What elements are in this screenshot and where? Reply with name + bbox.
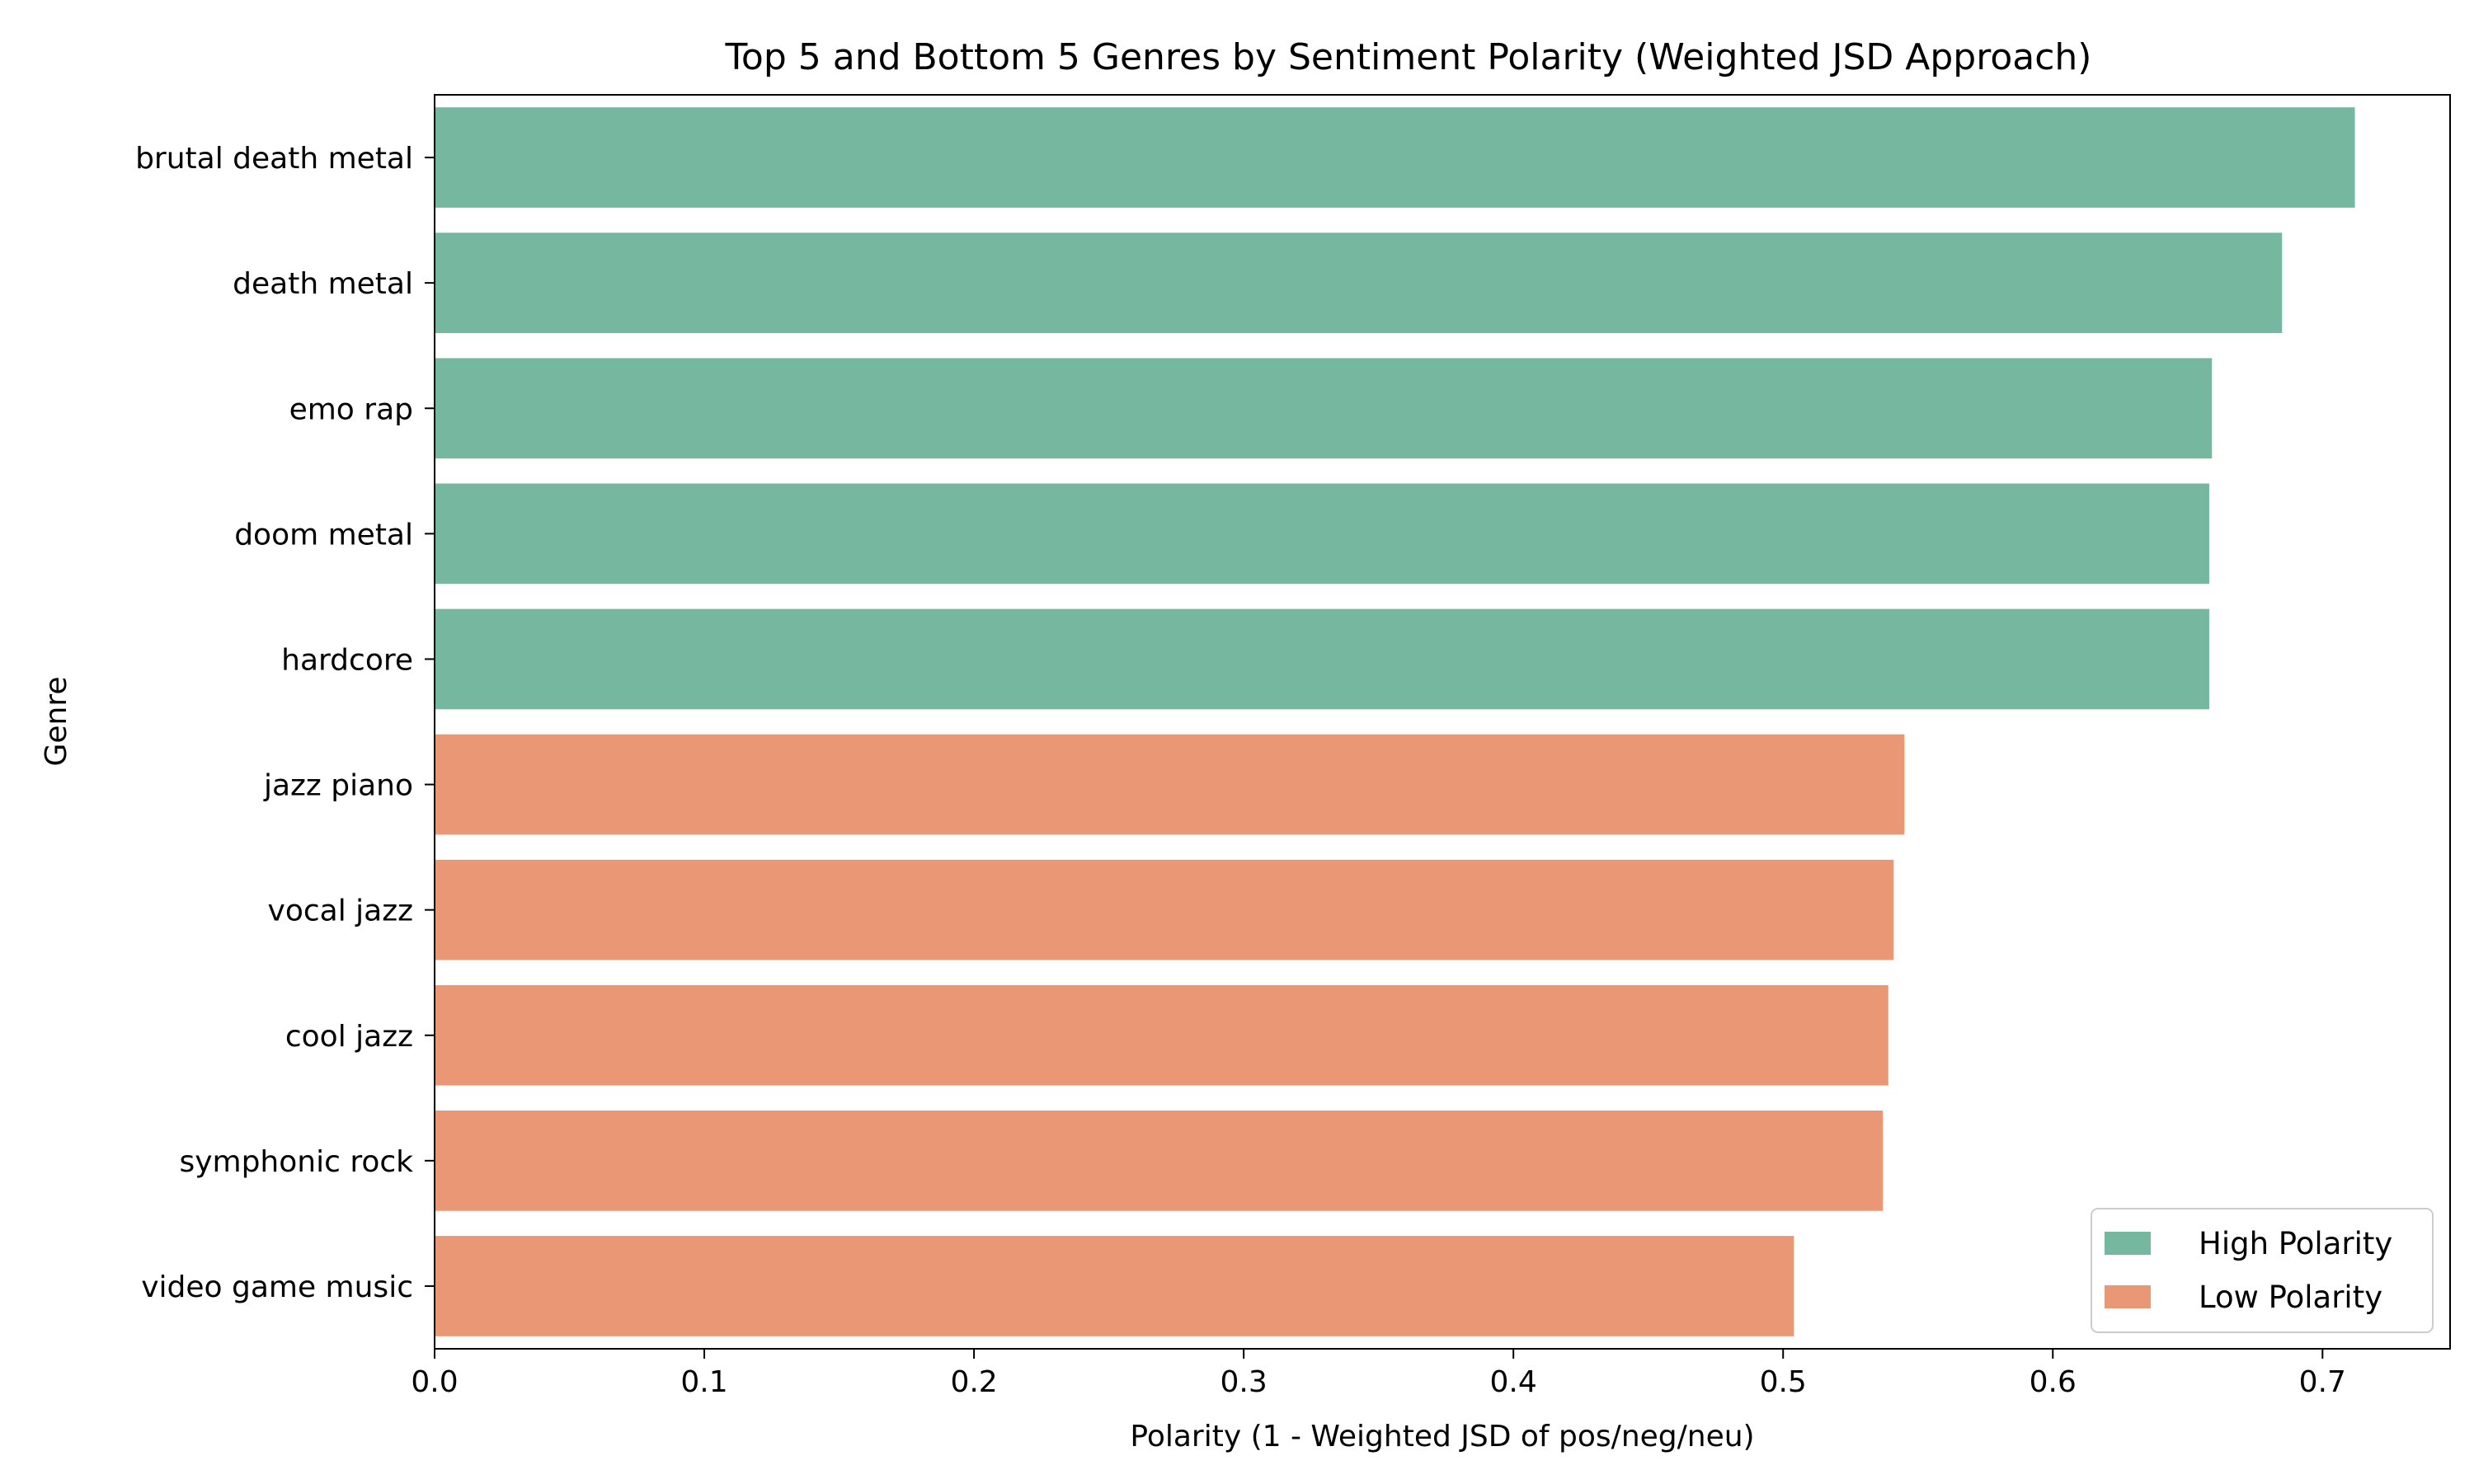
y-tick-label: brutal death metal xyxy=(135,142,413,176)
y-tick-label: jazz piano xyxy=(263,769,413,803)
legend: High Polarity Low Polarity xyxy=(2091,1208,2434,1333)
y-tick-label: video game music xyxy=(141,1270,413,1304)
y-axis: brutal death metal death metal emo rap doom… xyxy=(135,142,435,1304)
bar xyxy=(435,107,2355,208)
legend-box xyxy=(2091,1208,2434,1333)
plot-frame xyxy=(434,94,2451,1350)
x-tick-label: 0.3 xyxy=(1220,1365,1267,1399)
y-axis-label: Genre xyxy=(40,676,73,766)
legend-label-low: Low Polarity xyxy=(2199,1280,2382,1315)
y-tick-label: vocal jazz xyxy=(268,895,413,928)
x-tick-label: 0.7 xyxy=(2299,1365,2346,1399)
x-tick-label: 0.2 xyxy=(950,1365,997,1399)
y-tick-label: emo rap xyxy=(289,392,413,426)
y-tick-label: symphonic rock xyxy=(179,1145,413,1179)
bar xyxy=(435,859,1894,960)
legend-swatch-high xyxy=(2105,1232,2151,1255)
bar xyxy=(435,1111,1884,1211)
y-tick-label: hardcore xyxy=(281,643,413,677)
legend-label-high: High Polarity xyxy=(2199,1226,2392,1261)
x-axis-label: Polarity (1 - Weighted JSD of pos/neg/ne… xyxy=(1130,1420,1754,1453)
bar xyxy=(435,483,2209,585)
y-tick-label: cool jazz xyxy=(285,1020,413,1054)
bar xyxy=(435,232,2283,333)
bar xyxy=(435,1236,1794,1336)
legend-swatch-low xyxy=(2105,1285,2151,1308)
x-axis: 0.0 0.1 0.2 0.3 0.4 0.5 0.6 0.7 xyxy=(411,1349,2346,1399)
y-tick-label: death metal xyxy=(233,267,413,301)
x-tick-label: 0.6 xyxy=(2030,1365,2077,1399)
bar xyxy=(435,734,1905,835)
chart-title: Top 5 and Bottom 5 Genres by Sentiment P… xyxy=(725,36,2092,78)
bars-group xyxy=(435,107,2355,1336)
x-tick-label: 0.5 xyxy=(1760,1365,1807,1399)
bar xyxy=(435,608,2209,710)
x-tick-label: 0.1 xyxy=(680,1365,727,1399)
bar xyxy=(435,358,2213,459)
y-tick-label: doom metal xyxy=(234,518,413,552)
x-tick-label: 0.0 xyxy=(411,1365,458,1399)
bar xyxy=(435,984,1888,1086)
x-tick-label: 0.4 xyxy=(1490,1365,1537,1399)
